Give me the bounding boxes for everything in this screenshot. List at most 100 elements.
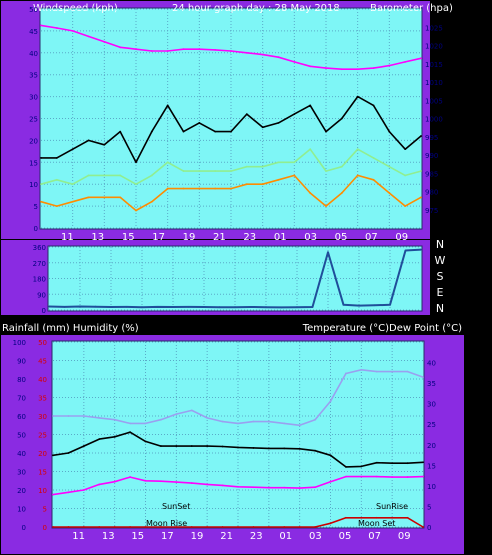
- y2-tick-label: 35: [427, 380, 436, 388]
- series-point-0: [388, 130, 391, 133]
- series-point-0: [198, 121, 201, 124]
- series-point-1: [135, 183, 137, 186]
- series-point-3: [329, 480, 332, 483]
- y-tick-label: 70: [17, 395, 26, 403]
- series-point-3: [71, 30, 74, 32]
- series-point-1: [175, 526, 178, 528]
- y2-tick-label: 10: [427, 483, 436, 491]
- wind-barometer-panel: Windspeed (kph) 24 hour graph day : 28 M…: [1, 1, 453, 243]
- series-point-2: [340, 192, 343, 194]
- series-point-3: [182, 48, 185, 51]
- series-point-3: [160, 480, 162, 483]
- series-point-2: [182, 187, 185, 190]
- x-tick-label: 17: [152, 232, 165, 243]
- y-tick-label: 60: [17, 413, 26, 421]
- series-point-0: [71, 148, 74, 151]
- series-point-2: [314, 449, 316, 452]
- y2-tick-label: 995: [425, 134, 438, 142]
- series-point-1: [237, 526, 239, 528]
- series-point-1: [190, 526, 193, 528]
- series-point-2: [129, 431, 131, 434]
- series-point-2: [252, 447, 255, 449]
- series-point-3: [422, 475, 424, 478]
- series-point-2: [52, 454, 54, 457]
- series-point-1: [325, 170, 327, 172]
- y-tick-label: 0: [34, 225, 38, 233]
- y2-tick-label: 20: [427, 442, 436, 450]
- series-point-2: [325, 205, 327, 208]
- series-point-2: [113, 435, 116, 438]
- compass-label-e: E: [437, 286, 444, 299]
- x-tick-label: 11: [61, 232, 74, 243]
- series-point-3: [391, 476, 394, 478]
- series-point-2: [420, 196, 422, 199]
- y2-tick-label: 1010: [425, 79, 443, 87]
- series-point-0: [404, 249, 407, 252]
- series-point-0: [404, 148, 407, 151]
- series-point-3: [214, 48, 217, 51]
- series-point-2: [245, 183, 248, 186]
- y-tick-label: 360: [33, 244, 46, 252]
- temp-header-left: Rainfall (mm) Humidity (%): [2, 323, 139, 334]
- y-tick-label: 25: [29, 116, 38, 124]
- series-point-0: [144, 422, 147, 425]
- y-tick-label: 40: [17, 450, 26, 458]
- x-tick-label: 05: [339, 531, 352, 542]
- y-tick-label: 50: [17, 432, 26, 440]
- series-point-2: [391, 462, 394, 465]
- y2-tick-label: 40: [427, 360, 436, 368]
- x-tick-label: 15: [122, 232, 135, 243]
- series-point-3: [52, 493, 54, 496]
- series-point-2: [329, 454, 332, 457]
- series-point-0: [237, 422, 239, 425]
- y-tick-label: 270: [33, 260, 46, 268]
- x-tick-label: 17: [161, 531, 174, 542]
- series-point-0: [94, 305, 97, 308]
- series-point-0: [135, 161, 137, 164]
- series-point-0: [389, 303, 391, 306]
- series-point-0: [391, 370, 394, 373]
- series-point-2: [206, 445, 209, 447]
- series-point-0: [360, 368, 363, 371]
- series-point-0: [234, 306, 236, 309]
- series-point-0: [129, 422, 131, 425]
- series-point-3: [375, 475, 378, 478]
- series-point-0: [156, 305, 159, 308]
- series-point-2: [309, 192, 312, 194]
- series-point-0: [82, 415, 85, 417]
- series-point-2: [214, 187, 217, 190]
- series-point-3: [325, 67, 327, 70]
- y-tick-label-rain: 5: [43, 506, 47, 514]
- compass-label-n-bottom: N: [436, 302, 444, 315]
- y-tick-label-rain: 40: [38, 376, 47, 384]
- series-point-0: [267, 420, 270, 423]
- y-tick-label-rain: 25: [38, 432, 47, 440]
- y2-tick-label: 15: [427, 462, 436, 470]
- series-point-0: [182, 130, 185, 133]
- y2-tick-label: 980: [425, 189, 438, 197]
- series-point-1: [422, 526, 424, 528]
- series-point-1: [356, 148, 359, 151]
- series-point-2: [55, 205, 58, 208]
- series-point-1: [160, 526, 162, 528]
- series-point-0: [261, 126, 264, 129]
- series-point-0: [420, 248, 422, 251]
- series-point-1: [283, 526, 286, 528]
- series-point-3: [206, 483, 209, 486]
- series-point-0: [375, 370, 378, 373]
- series-point-1: [261, 165, 264, 168]
- series-point-1: [166, 161, 169, 164]
- wind-header-center: 24 hour graph day : 28 May 2018: [172, 3, 340, 14]
- series-point-2: [283, 447, 286, 450]
- compass-label-w: W: [435, 254, 446, 267]
- series-point-0: [327, 251, 329, 254]
- series-point-3: [237, 485, 239, 488]
- compass-labels: N W S E N: [435, 238, 446, 315]
- series-point-3: [103, 40, 106, 43]
- series-point-2: [150, 200, 153, 203]
- direction-panel: 0 90 180 270 360 N W S E N: [1, 238, 446, 315]
- series-point-1: [221, 526, 224, 528]
- y2-tick-label: 990: [425, 152, 438, 160]
- x-tick-label: 23: [250, 531, 263, 542]
- series-point-3: [267, 486, 270, 489]
